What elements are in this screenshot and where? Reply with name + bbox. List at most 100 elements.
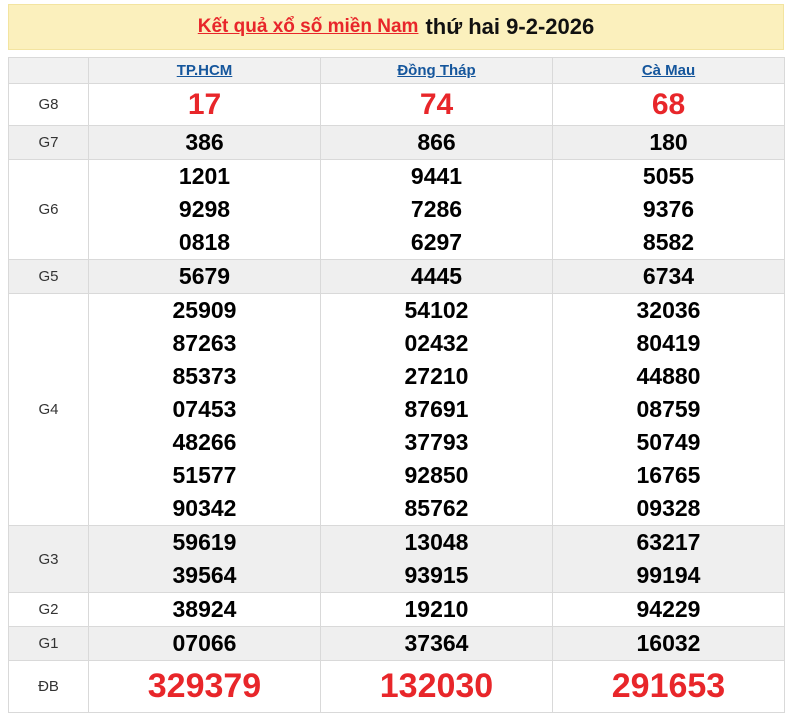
result-number: 80419	[636, 330, 701, 356]
prize-label: ĐB	[8, 660, 89, 713]
result-number: 92850	[404, 462, 469, 488]
result-number: 25909	[172, 297, 237, 323]
result-number: 132030	[379, 667, 494, 705]
column-header-row: TP.HCM Đồng Tháp Cà Mau	[8, 57, 785, 84]
prize-row: G2 38924 19210 94229	[8, 592, 785, 627]
column-header-camau: Cà Mau	[552, 57, 785, 84]
result-number: 37793	[404, 429, 469, 455]
result-cell: 9441 7286 6297	[320, 159, 553, 260]
result-number: 291653	[611, 667, 726, 705]
result-number: 4445	[410, 263, 463, 289]
result-number: 94229	[636, 596, 701, 622]
result-cell: 132030	[320, 660, 553, 713]
result-number: 5679	[178, 263, 231, 289]
result-cell: 5679	[88, 259, 321, 294]
prize-label: G3	[8, 525, 89, 593]
result-number: 9376	[642, 196, 695, 222]
prize-row: G1 07066 37364 16032	[8, 626, 785, 661]
result-number: 68	[651, 88, 686, 121]
result-number: 16032	[636, 630, 701, 656]
result-number: 13048	[404, 529, 469, 555]
province-link-dongthap[interactable]: Đồng Tháp	[397, 61, 476, 79]
result-number: 02432	[404, 330, 469, 356]
result-number: 85762	[404, 495, 469, 521]
prize-row: ĐB 329379 132030 291653	[8, 660, 785, 713]
prize-row: G5 5679 4445 6734	[8, 259, 785, 294]
result-number: 386	[185, 129, 224, 155]
result-cell: 25909 87263 85373 07453 48266 51577 90342	[88, 293, 321, 526]
result-cell: 16032	[552, 626, 785, 661]
prize-row: G3 59619 39564 13048 93915 63217 99194	[8, 525, 785, 593]
column-header-dongthap: Đồng Tháp	[320, 57, 553, 84]
result-number: 99194	[636, 562, 701, 588]
result-cell: 54102 02432 27210 87691 37793 92850 85762	[320, 293, 553, 526]
prize-row: G7 386 866 180	[8, 125, 785, 160]
result-number: 180	[649, 129, 688, 155]
result-number: 51577	[172, 462, 237, 488]
result-cell: 180	[552, 125, 785, 160]
result-number: 9441	[410, 163, 463, 189]
result-number: 48266	[172, 429, 237, 455]
result-number: 54102	[404, 297, 469, 323]
prize-label: G8	[8, 83, 89, 126]
result-number: 90342	[172, 495, 237, 521]
prize-label: G4	[8, 293, 89, 526]
prize-label: G2	[8, 592, 89, 627]
result-cell: 329379	[88, 660, 321, 713]
result-cell: 1201 9298 0818	[88, 159, 321, 260]
result-number: 27210	[404, 363, 469, 389]
prize-label: G1	[8, 626, 89, 661]
result-cell: 68	[552, 83, 785, 126]
prize-label: G5	[8, 259, 89, 294]
results-table: TP.HCM Đồng Tháp Cà Mau G8 17 74 68 G7 386 866…	[8, 57, 785, 713]
result-number: 74	[419, 88, 454, 121]
prize-row: G6 1201 9298 0818 9441 7286 6297 5055 9376 8582	[8, 159, 785, 260]
result-cell: 6734	[552, 259, 785, 294]
result-number: 93915	[404, 562, 469, 588]
result-number: 07066	[172, 630, 237, 656]
result-cell: 38924	[88, 592, 321, 627]
result-cell: 5055 9376 8582	[552, 159, 785, 260]
draw-date-text: thứ hai 9-2-2026	[425, 14, 595, 39]
result-number: 9298	[178, 196, 231, 222]
result-number: 37364	[404, 630, 469, 656]
province-link-tphcm[interactable]: TP.HCM	[176, 61, 233, 79]
prize-label: G7	[8, 125, 89, 160]
result-number: 16765	[636, 462, 701, 488]
result-number: 32036	[636, 297, 701, 323]
result-cell: 4445	[320, 259, 553, 294]
result-number: 07453	[172, 396, 237, 422]
result-cell: 13048 93915	[320, 525, 553, 593]
prize-row: G8 17 74 68	[8, 83, 785, 126]
result-cell: 17	[88, 83, 321, 126]
region-results-link[interactable]: Kết quả xổ số miền Nam	[197, 16, 419, 37]
prize-label: G6	[8, 159, 89, 260]
result-number: 39564	[172, 562, 237, 588]
result-number: 329379	[147, 667, 262, 705]
result-number: 5055	[642, 163, 695, 189]
result-number: 59619	[172, 529, 237, 555]
corner-cell	[8, 57, 89, 84]
result-number: 85373	[172, 363, 237, 389]
result-number: 38924	[172, 596, 237, 622]
result-cell: 59619 39564	[88, 525, 321, 593]
result-number: 87691	[404, 396, 469, 422]
result-number: 8582	[642, 229, 695, 255]
result-number: 19210	[404, 596, 469, 622]
result-cell: 32036 80419 44880 08759 50749 16765 09328	[552, 293, 785, 526]
page-header: Kết quả xổ số miền Nam thứ hai 9-2-2026	[8, 4, 784, 50]
column-header-tphcm: TP.HCM	[88, 57, 321, 84]
result-number: 0818	[178, 229, 231, 255]
result-number: 08759	[636, 396, 701, 422]
result-number: 17	[187, 88, 222, 121]
result-number: 50749	[636, 429, 701, 455]
result-number: 87263	[172, 330, 237, 356]
result-cell: 07066	[88, 626, 321, 661]
result-number: 44880	[636, 363, 701, 389]
province-link-camau[interactable]: Cà Mau	[641, 61, 696, 79]
result-cell: 386	[88, 125, 321, 160]
result-number: 1201	[178, 163, 231, 189]
result-cell: 866	[320, 125, 553, 160]
result-cell: 74	[320, 83, 553, 126]
